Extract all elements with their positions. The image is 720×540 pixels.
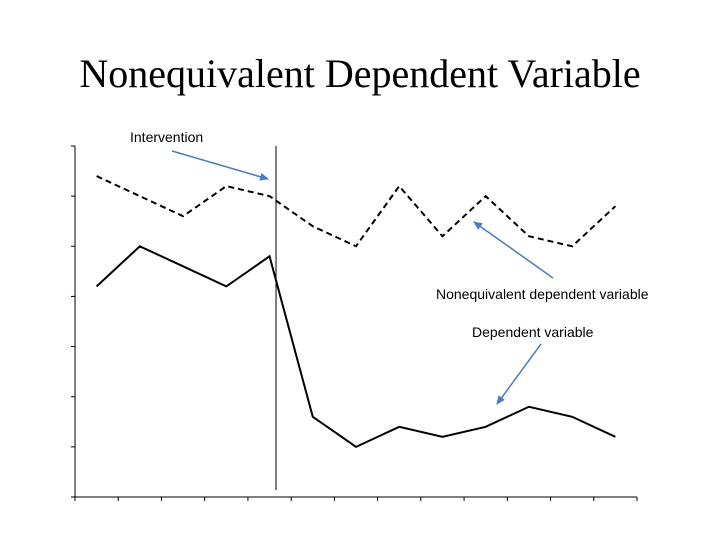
intervention-label: Intervention xyxy=(130,129,203,145)
intervention-arrow xyxy=(171,150,269,181)
nonequivalent-series-line xyxy=(96,175,617,248)
axes xyxy=(71,145,638,501)
dependent-arrow xyxy=(496,343,542,405)
slide-title: Nonequivalent Dependent Variable xyxy=(79,51,641,96)
dependent-series-line xyxy=(95,245,616,449)
nonequivalent-label: Nonequivalent dependent variable xyxy=(436,286,649,302)
dependent-label: Dependent variable xyxy=(472,324,594,340)
series-group xyxy=(95,175,617,449)
nonequivalent-arrow xyxy=(473,221,554,279)
